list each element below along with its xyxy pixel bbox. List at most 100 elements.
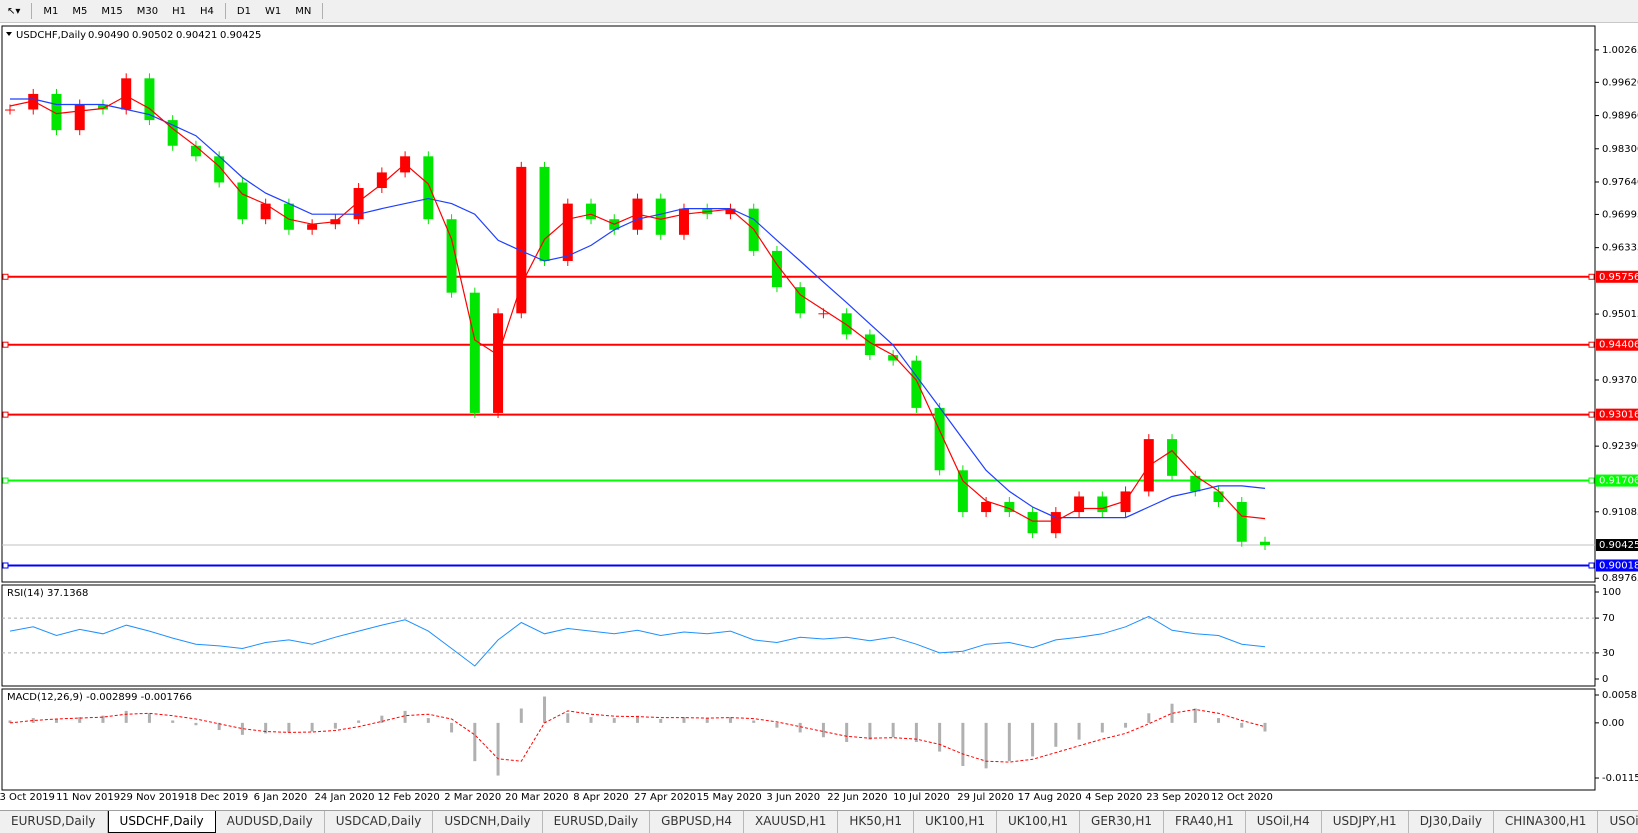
timeframe-button[interactable]: MN	[295, 5, 312, 17]
chart-tab[interactable]: GER30,H1	[1080, 811, 1164, 833]
candle	[237, 182, 248, 220]
chart-tab[interactable]: EURUSD,Daily	[0, 811, 108, 833]
timeframe-button[interactable]: W1	[264, 5, 282, 17]
macd-bar	[775, 722, 779, 728]
indicator-title: RSI(14) 37.1368	[7, 588, 88, 599]
level-label-box	[1596, 338, 1638, 351]
level-handle	[1588, 341, 1595, 348]
macd-bar	[636, 715, 639, 723]
chart-tab[interactable]: DJ30,Daily	[1409, 811, 1494, 833]
chart-tab[interactable]: USDCNH,Daily	[433, 811, 543, 833]
macd-bar	[1263, 722, 1267, 732]
candle	[678, 208, 689, 235]
macd-bar	[798, 722, 802, 733]
macd-bar	[938, 722, 942, 752]
candle	[353, 188, 364, 220]
macd-bar	[1054, 722, 1058, 747]
level-handle	[1588, 411, 1595, 418]
candle	[144, 78, 155, 121]
chart-tab[interactable]: USDCAD,Daily	[325, 811, 434, 833]
x-tick-label: 8 Apr 2020	[573, 792, 628, 803]
level-handle	[2, 562, 9, 569]
timeframe-button[interactable]: M15	[101, 5, 123, 17]
macd-bar	[821, 722, 825, 738]
x-tick-label: 11 Nov 2019	[56, 792, 120, 803]
chart-tab[interactable]: FRA40,H1	[1164, 811, 1246, 833]
candle	[586, 203, 597, 220]
chart-tab[interactable]: XAUUSD,H1	[744, 811, 839, 833]
x-tick-label: 23 Oct 2019	[0, 792, 55, 803]
level-handle	[1588, 562, 1595, 569]
level-handle	[2, 477, 9, 484]
candle	[1190, 475, 1201, 492]
chart-tab[interactable]: HK50,H1	[838, 811, 914, 833]
y-tick-label: 0.95015	[1602, 309, 1638, 320]
macd-bar	[1007, 722, 1011, 762]
chart-tab[interactable]: USOil,H4	[1246, 811, 1322, 833]
macd-bar	[705, 718, 709, 723]
chart-title: USDCHF,Daily	[16, 30, 86, 41]
macd-bar	[984, 722, 988, 769]
chart-tab[interactable]: UK100,H1	[914, 811, 997, 833]
y-tick-label: 0.91085	[1602, 507, 1638, 518]
chart-tab[interactable]: USDCHF,Daily	[107, 811, 216, 833]
timeframe-button[interactable]: M30	[136, 5, 159, 17]
chart-tab[interactable]: USOil,H1	[1598, 811, 1638, 833]
macd-bar	[1077, 722, 1081, 740]
macd-bar	[217, 722, 221, 731]
macd-bar	[728, 717, 732, 723]
candle	[469, 292, 480, 413]
candle	[260, 203, 271, 220]
cursor-tool[interactable]: ↖▾	[7, 5, 21, 17]
level-handle	[2, 273, 9, 280]
macd-bar	[543, 696, 547, 723]
timeframe-toolbar: ↖▾ M1 M5 M15 M30 H1 H4 D1 W1 MN	[0, 0, 1638, 23]
macd-bar	[78, 717, 82, 723]
timeframe-button[interactable]: H4	[200, 5, 214, 17]
chart-tab[interactable]: GBPUSD,H4	[650, 811, 744, 833]
candle	[121, 78, 132, 110]
x-tick-label: 24 Jan 2020	[315, 792, 375, 803]
macd-bar	[1240, 722, 1244, 728]
macd-bar	[891, 722, 895, 738]
macd-bar	[752, 720, 756, 723]
y-tick-label: 0	[1602, 674, 1608, 685]
level-label-box	[1596, 408, 1638, 421]
x-tick-label: 20 Mar 2020	[505, 792, 568, 803]
y-tick-label: 0.96995	[1602, 209, 1638, 220]
timeframe-button[interactable]: H1	[172, 5, 187, 17]
candle	[51, 93, 62, 131]
candle	[795, 287, 806, 314]
candle	[446, 219, 457, 293]
chart-tab[interactable]: UK100,H1	[997, 811, 1081, 833]
y-tick-label: 0.00	[1602, 718, 1624, 729]
x-tick-label: 27 Apr 2020	[634, 792, 696, 803]
y-tick-label: 70	[1602, 613, 1615, 624]
x-tick-label: 29 Nov 2019	[120, 792, 184, 803]
timeframe-button[interactable]: M1	[43, 5, 59, 17]
candle	[307, 224, 318, 230]
candle	[1120, 491, 1131, 513]
y-tick-label: 0.005818	[1602, 690, 1638, 701]
candle	[957, 470, 968, 513]
macd-bar	[1100, 722, 1104, 733]
candle	[655, 198, 666, 235]
chart-tab[interactable]: USDJPY,H1	[1322, 811, 1409, 833]
menu-arrow	[6, 32, 12, 36]
timeframe-button[interactable]: D1	[236, 5, 251, 17]
ma-slow-line	[10, 98, 1266, 519]
macd-bar	[101, 715, 105, 723]
timeframe-button[interactable]: M5	[72, 5, 88, 17]
chart-tab[interactable]: EURUSD,Daily	[543, 811, 651, 833]
chart-tab[interactable]: CHINA300,H1	[1494, 811, 1599, 833]
macd-bar	[961, 722, 965, 766]
y-tick-label: 0.96335	[1602, 243, 1638, 254]
candle	[214, 156, 225, 183]
candle	[167, 120, 178, 146]
chart-tab[interactable]: AUDUSD,Daily	[216, 811, 325, 833]
candle	[423, 156, 434, 220]
candle	[493, 313, 504, 413]
